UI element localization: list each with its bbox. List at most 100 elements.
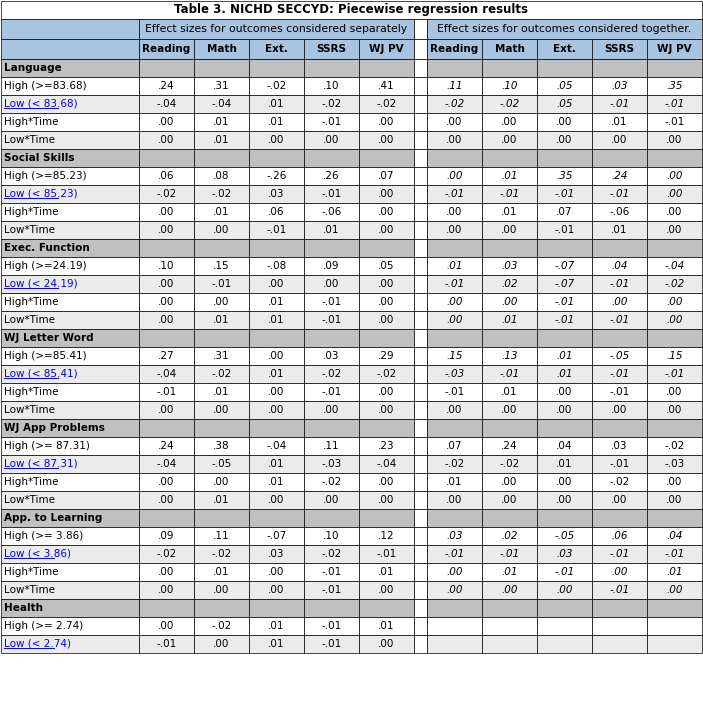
Text: .00: .00 <box>378 315 394 325</box>
Text: High (>=85.41): High (>=85.41) <box>4 351 86 361</box>
Text: .00: .00 <box>269 585 285 595</box>
Text: .00: .00 <box>501 117 517 127</box>
Text: -.01: -.01 <box>156 639 176 649</box>
Text: .01: .01 <box>501 387 517 397</box>
Text: .06: .06 <box>611 531 628 541</box>
Text: .00: .00 <box>501 477 517 487</box>
Bar <box>1 347 139 365</box>
Text: .00: .00 <box>666 207 683 217</box>
Text: .03: .03 <box>269 549 285 559</box>
Bar <box>304 563 359 581</box>
Bar <box>139 113 194 131</box>
Bar <box>359 221 414 239</box>
Text: -.01: -.01 <box>321 117 342 127</box>
Text: .02: .02 <box>501 279 517 289</box>
Bar <box>647 293 702 311</box>
Bar <box>414 599 427 617</box>
Bar <box>592 599 647 617</box>
Text: .00: .00 <box>666 189 683 199</box>
Text: .13: .13 <box>501 351 517 361</box>
Text: .00: .00 <box>213 477 230 487</box>
Text: .00: .00 <box>556 135 573 145</box>
Bar <box>359 131 414 149</box>
Bar <box>194 185 249 203</box>
Text: .00: .00 <box>269 135 285 145</box>
Bar <box>139 203 194 221</box>
Text: .03: .03 <box>501 261 517 271</box>
Text: .00: .00 <box>446 117 463 127</box>
Bar <box>414 113 427 131</box>
Text: -.06: -.06 <box>610 207 630 217</box>
Text: .00: .00 <box>666 315 683 325</box>
Text: .00: .00 <box>666 225 683 235</box>
Bar <box>427 149 482 167</box>
Text: .00: .00 <box>378 387 394 397</box>
Text: .00: .00 <box>378 207 394 217</box>
Bar <box>427 59 482 77</box>
Text: Exec. Function: Exec. Function <box>4 243 90 253</box>
Bar <box>427 275 482 293</box>
Text: Reading: Reading <box>143 44 191 54</box>
Bar <box>482 383 537 401</box>
Bar <box>304 203 359 221</box>
Text: -.07: -.07 <box>266 531 287 541</box>
Bar <box>359 599 414 617</box>
Bar <box>592 131 647 149</box>
Text: .01: .01 <box>213 117 230 127</box>
Text: .00: .00 <box>501 405 517 415</box>
Bar <box>592 203 647 221</box>
Text: -.04: -.04 <box>156 369 176 379</box>
Text: .01: .01 <box>269 621 285 631</box>
Text: .00: .00 <box>323 405 340 415</box>
Bar <box>537 437 592 455</box>
Bar <box>592 581 647 599</box>
Bar <box>139 59 194 77</box>
Text: .01: .01 <box>611 117 628 127</box>
Bar <box>304 131 359 149</box>
Bar <box>537 275 592 293</box>
Text: .01: .01 <box>269 99 285 109</box>
Bar <box>139 95 194 113</box>
Bar <box>647 59 702 77</box>
Text: Low*Time: Low*Time <box>4 585 55 595</box>
Bar <box>482 95 537 113</box>
Bar <box>249 39 304 59</box>
Bar <box>647 257 702 275</box>
Text: .01: .01 <box>213 135 230 145</box>
Bar <box>592 149 647 167</box>
Bar <box>482 203 537 221</box>
Text: -.05: -.05 <box>610 351 630 361</box>
Text: Math: Math <box>207 44 236 54</box>
Bar <box>427 293 482 311</box>
Bar <box>139 455 194 473</box>
Text: -.01: -.01 <box>444 189 465 199</box>
Bar <box>414 131 427 149</box>
Text: .07: .07 <box>378 171 395 181</box>
Text: .01: .01 <box>269 477 285 487</box>
Bar <box>139 491 194 509</box>
Bar <box>427 203 482 221</box>
Text: .00: .00 <box>666 405 683 415</box>
Text: -.01: -.01 <box>610 585 630 595</box>
Bar <box>249 563 304 581</box>
Bar <box>194 257 249 275</box>
Text: WJ PV: WJ PV <box>657 44 692 54</box>
Bar <box>647 167 702 185</box>
Bar <box>249 635 304 653</box>
Bar <box>414 95 427 113</box>
Bar <box>1 221 139 239</box>
Bar <box>482 275 537 293</box>
Text: Low (< 3.86): Low (< 3.86) <box>4 549 71 559</box>
Text: Effect sizes for outcomes considered together.: Effect sizes for outcomes considered tog… <box>437 24 692 34</box>
Text: .05: .05 <box>556 99 573 109</box>
Text: Ext.: Ext. <box>553 44 576 54</box>
Bar <box>427 437 482 455</box>
Text: .00: .00 <box>213 297 230 307</box>
Bar <box>592 563 647 581</box>
Bar <box>249 185 304 203</box>
Text: -.01: -.01 <box>555 189 574 199</box>
Bar <box>304 167 359 185</box>
Bar <box>249 131 304 149</box>
Text: -.01: -.01 <box>610 279 630 289</box>
Text: High (>= 2.74): High (>= 2.74) <box>4 621 83 631</box>
